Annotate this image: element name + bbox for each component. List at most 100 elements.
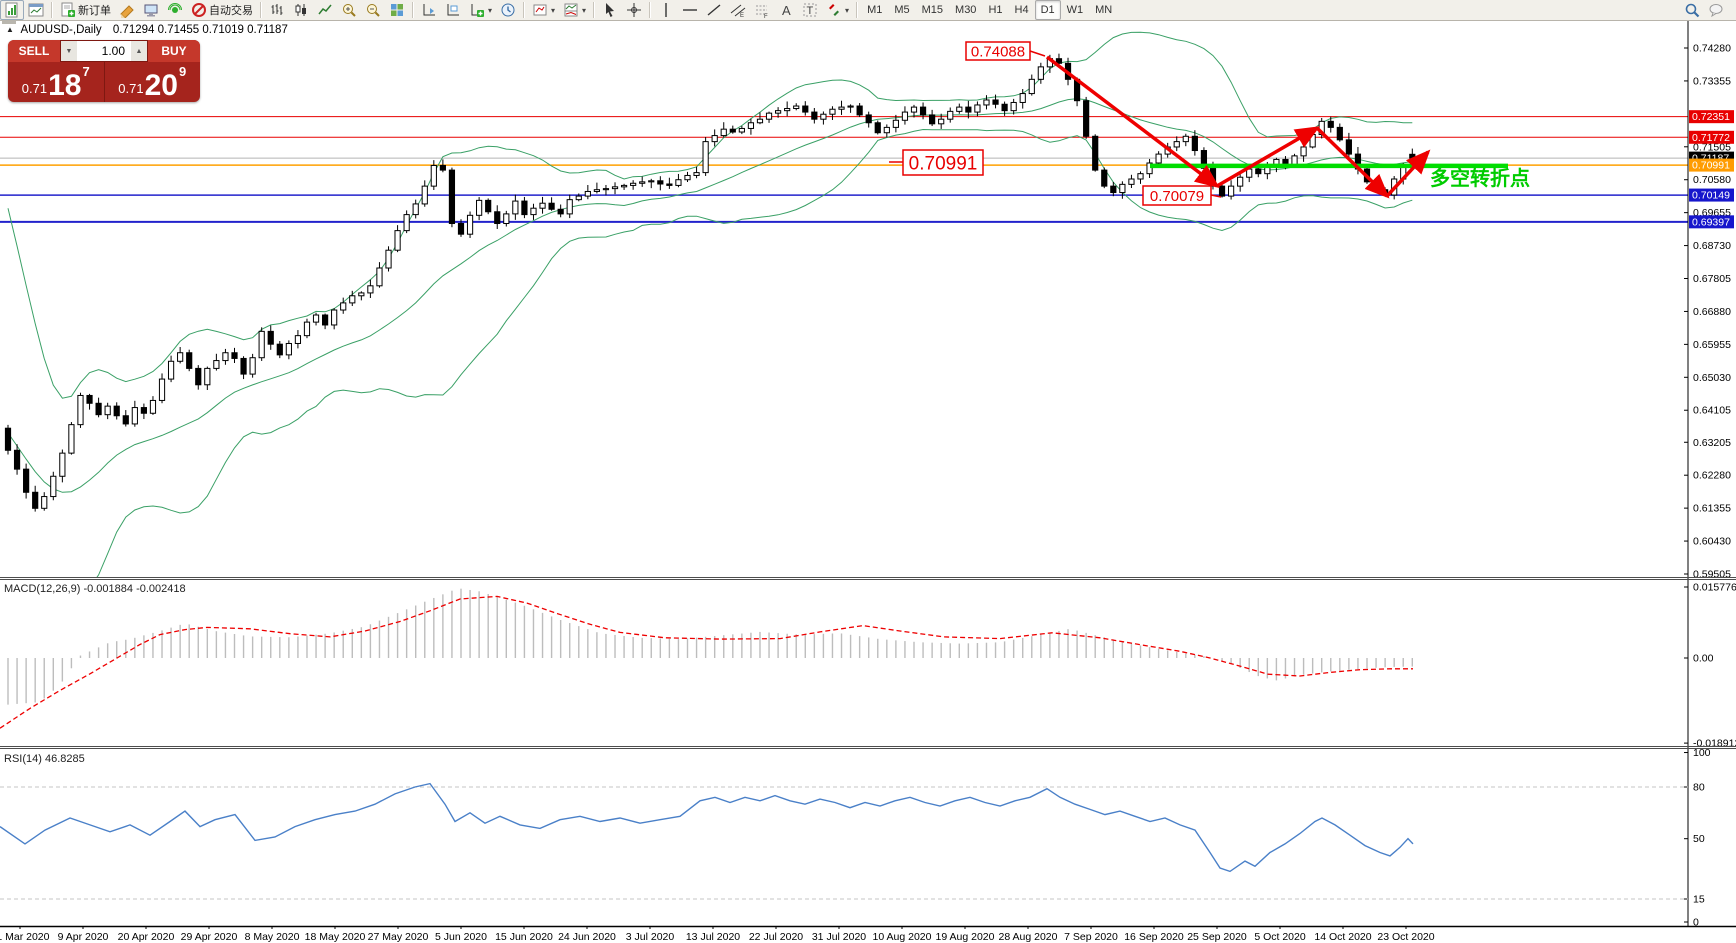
svg-text:24 Jun 2020: 24 Jun 2020 <box>558 931 616 943</box>
dropdown-arrow-icon[interactable]: ▾ <box>582 5 587 15</box>
timeframe-h4-button[interactable]: H4 <box>1014 4 1029 16</box>
chart-scrollbar[interactable] <box>2 21 16 24</box>
trend-line-icon[interactable] <box>702 0 726 20</box>
templates-icon[interactable]: ▾ <box>528 0 559 20</box>
vertical-line-icon[interactable] <box>654 0 678 20</box>
price-pane: 0.74088 0.70991 0.70079 多空转折点 <box>0 31 1688 577</box>
horizontal-line-icon[interactable] <box>678 0 702 20</box>
timeframe-m15-button[interactable]: M15 <box>921 4 944 16</box>
timeframe-m5-button[interactable]: M5 <box>894 4 910 16</box>
indicator-pane-icon[interactable]: ▾ <box>559 0 590 20</box>
metaeditor-icon[interactable] <box>139 0 163 20</box>
svg-text:50: 50 <box>1693 833 1705 845</box>
timeframe-d1-button[interactable]: D1 <box>1034 0 1061 20</box>
rsi-label: RSI(14) 46.8285 <box>4 753 85 765</box>
zoom-in-icon[interactable] <box>337 0 361 20</box>
svg-text:0.72351: 0.72351 <box>1692 111 1730 123</box>
buy-price-main: 20 <box>144 68 178 102</box>
chart-bars-icon[interactable] <box>265 0 289 20</box>
equidistant-channel-icon[interactable]: E <box>726 0 750 20</box>
alerts-icon[interactable] <box>163 0 187 20</box>
timeframe-m1-button[interactable]: M1 <box>867 4 883 16</box>
svg-text:14 Oct 2020: 14 Oct 2020 <box>1314 931 1371 943</box>
svg-text:0.63205: 0.63205 <box>1693 437 1731 449</box>
toolbar-separator <box>856 2 859 18</box>
svg-text:0.71505: 0.71505 <box>1693 141 1731 153</box>
svg-text:0: 0 <box>1693 917 1699 929</box>
svg-text:E: E <box>740 13 744 18</box>
chart-ohlc-values: 0.71294 0.71455 0.71019 0.71187 <box>112 24 288 36</box>
chat-icon[interactable] <box>1704 0 1728 20</box>
svg-text:0.65955: 0.65955 <box>1693 339 1731 351</box>
lot-increase-button[interactable]: ▲ <box>131 41 147 61</box>
sell-price-main: 18 <box>48 68 82 102</box>
svg-text:28 Aug 2020: 28 Aug 2020 <box>999 931 1058 943</box>
svg-text:0.62280: 0.62280 <box>1693 470 1731 482</box>
fibonacci-icon[interactable]: F <box>750 0 774 20</box>
new-chart-icon[interactable] <box>0 0 24 20</box>
timeframe-w1-button[interactable]: W1 <box>1066 4 1084 16</box>
new-order-button[interactable]: 新订单 <box>56 0 115 20</box>
chart-symbol-label: AUDUSD-,Daily <box>20 24 102 36</box>
svg-text:A: A <box>782 3 791 18</box>
svg-text:3 Jul 2020: 3 Jul 2020 <box>626 931 675 943</box>
chart-title: ▲ AUDUSD-,Daily 0.71294 0.71455 0.71019 … <box>6 24 288 36</box>
period-clock-icon[interactable] <box>496 0 520 20</box>
toolbar: 新订单 自动交易 ▾ ▾ ▾ E F A T ▾ M1 M5 M15 M30 H1 H4 D1 W1 MN <box>0 0 1736 21</box>
timeframe-h1-button[interactable]: H1 <box>988 4 1003 16</box>
price-annotation-0.70991[interactable]: 0.70991 <box>889 149 984 176</box>
svg-text:5 Jun 2020: 5 Jun 2020 <box>435 931 487 943</box>
svg-text:0.65030: 0.65030 <box>1693 372 1731 384</box>
one-click-trading-panel: SELL ▼ 1.00 ▲ BUY 0.71 18 7 0.71 20 9 <box>8 40 200 102</box>
timeframe-m30-button[interactable]: M30 <box>955 4 977 16</box>
svg-text:0.59505: 0.59505 <box>1693 568 1731 580</box>
profiles-icon[interactable] <box>24 0 48 20</box>
toolbar-separator <box>593 2 596 18</box>
macd-label: MACD(12,26,9) -0.001884 -0.002418 <box>4 583 186 595</box>
trend-arrows[interactable] <box>1045 55 1431 199</box>
chart-line-icon[interactable] <box>313 0 337 20</box>
price-annotation-0.70079[interactable]: 0.70079 <box>1142 185 1222 206</box>
svg-text:0.74280: 0.74280 <box>1693 43 1731 55</box>
buy-button[interactable]: BUY <box>148 40 200 62</box>
dropdown-arrow-icon[interactable]: ▾ <box>551 5 556 15</box>
cn-annotation[interactable]: 多空转折点 <box>1430 166 1530 190</box>
svg-text:0.015776: 0.015776 <box>1693 582 1736 594</box>
collapse-icon[interactable]: ▲ <box>6 25 14 34</box>
price-annotation-0.74088[interactable]: 0.74088 <box>965 41 1046 61</box>
tile-windows-icon[interactable] <box>385 0 409 20</box>
text-icon[interactable]: A <box>774 0 798 20</box>
svg-text:31 Jul 2020: 31 Jul 2020 <box>812 931 866 943</box>
svg-text:0.69397: 0.69397 <box>1692 216 1730 228</box>
svg-text:8 May 2020: 8 May 2020 <box>245 931 300 943</box>
add-chart-icon[interactable]: ▾ <box>465 0 496 20</box>
buy-price[interactable]: 0.71 20 9 <box>105 62 201 102</box>
chart-candles-icon[interactable] <box>289 0 313 20</box>
arrow-shapes-icon[interactable]: ▾ <box>822 0 853 20</box>
text-label-icon[interactable]: T <box>798 0 822 20</box>
svg-text:F: F <box>764 14 768 18</box>
lot-decrease-button[interactable]: ▼ <box>61 41 77 61</box>
autotrading-button[interactable]: 自动交易 <box>187 0 257 20</box>
svg-text:0.70580: 0.70580 <box>1693 174 1731 186</box>
crosshair-icon[interactable] <box>622 0 646 20</box>
lot-size-value[interactable]: 1.00 <box>77 41 131 61</box>
svg-text:0.70991: 0.70991 <box>909 153 978 174</box>
indicators-crayon-icon[interactable] <box>115 0 139 20</box>
zoom-out-icon[interactable] <box>361 0 385 20</box>
cascade-windows-icon[interactable] <box>441 0 465 20</box>
cursor-icon[interactable] <box>598 0 622 20</box>
date-axis: 31 Mar 2020 9 Apr 2020 20 Apr 2020 29 Apr 2… <box>0 926 1435 943</box>
sell-price[interactable]: 0.71 18 7 <box>8 62 105 102</box>
svg-text:22 Jul 2020: 22 Jul 2020 <box>749 931 803 943</box>
dropdown-arrow-icon[interactable]: ▾ <box>845 5 850 15</box>
dropdown-arrow-icon[interactable]: ▾ <box>488 5 493 15</box>
search-icon[interactable] <box>1680 0 1704 20</box>
svg-text:15 Jun 2020: 15 Jun 2020 <box>495 931 553 943</box>
sell-button[interactable]: SELL <box>8 40 60 62</box>
svg-text:0.66880: 0.66880 <box>1693 306 1731 318</box>
arrange-windows-icon[interactable] <box>417 0 441 20</box>
timeframe-mn-button[interactable]: MN <box>1095 4 1113 16</box>
